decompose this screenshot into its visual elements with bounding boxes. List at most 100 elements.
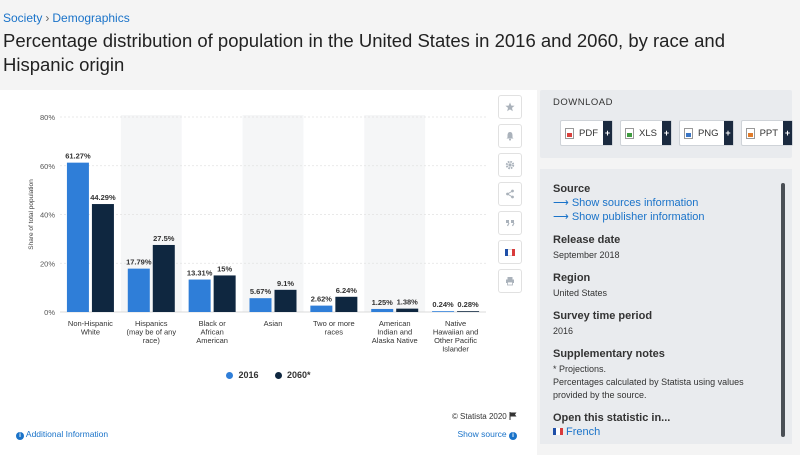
open-in-french-label: French — [566, 426, 601, 438]
data-label: 13.31% — [187, 269, 213, 278]
share-icon — [506, 189, 514, 199]
download-png-button[interactable]: PNG + — [678, 120, 734, 146]
x-tick-label: American — [196, 336, 228, 345]
release-value: September 2018 — [553, 250, 620, 260]
notes-heading: Supplementary notes — [553, 348, 665, 360]
show-source-link[interactable]: Show source i — [457, 429, 517, 440]
data-label: 5.67% — [250, 287, 272, 296]
notification-button[interactable] — [498, 124, 522, 148]
breadcrumb-demographics-link[interactable]: Demographics — [52, 11, 130, 25]
french-flag-icon — [505, 248, 515, 256]
survey-heading: Survey time period — [553, 310, 653, 322]
data-label: 61.27% — [65, 152, 91, 161]
ppt-file-icon — [745, 127, 755, 139]
bar-2060-6 — [457, 311, 480, 312]
data-label: 44.29% — [90, 193, 116, 202]
bell-icon — [506, 132, 514, 141]
cite-button[interactable] — [498, 211, 522, 235]
info-icon: i — [16, 432, 24, 440]
legend-label-2016: 2016 — [238, 370, 259, 380]
x-tick-label: American — [379, 319, 411, 328]
xls-file-icon — [625, 127, 634, 139]
x-tick-label: Hispanics — [135, 319, 168, 328]
download-xls-button[interactable]: XLS + — [620, 120, 672, 146]
x-tick-label: Asian — [264, 319, 283, 328]
download-pdf-label: PDF — [579, 127, 598, 139]
bar-2016-6 — [432, 311, 455, 312]
credit-text: © Statista 2020 — [451, 412, 507, 421]
bar-2060-4 — [335, 296, 358, 312]
region-heading: Region — [553, 272, 591, 284]
breadcrumb-separator: › — [45, 11, 50, 25]
info-icon: i — [509, 432, 517, 440]
y-tick-label: 40% — [40, 211, 55, 220]
source-section: Source ⟶ Show sources information ⟶ Show… — [553, 182, 775, 224]
x-tick-label: (may be of any — [126, 328, 176, 337]
open-in-french-link[interactable]: French — [553, 425, 775, 439]
download-ppt-button[interactable]: PPT + — [740, 120, 794, 146]
download-pdf-button[interactable]: PDF + — [560, 120, 613, 146]
x-tick-label: Islander — [442, 345, 469, 354]
details-content: Source ⟶ Show sources information ⟶ Show… — [553, 182, 775, 444]
x-tick-label: Indian and — [377, 328, 412, 337]
statistic-details-panel: Source ⟶ Show sources information ⟶ Show… — [540, 169, 792, 444]
x-tick-label: Alaska Native — [372, 336, 418, 345]
print-button[interactable] — [498, 269, 522, 293]
download-panel: DOWNLOAD PDF + XLS + PNG + — [540, 90, 794, 158]
star-icon — [505, 102, 515, 112]
legend-item-2060[interactable]: 2060* — [275, 370, 311, 380]
bar-2016-3 — [249, 298, 272, 312]
x-tick-label: races — [325, 328, 344, 337]
data-label: 0.24% — [432, 300, 454, 309]
notes-line-2: Percentages calculated by Statista using… — [553, 377, 744, 400]
share-button[interactable] — [498, 182, 522, 206]
gear-icon — [505, 160, 515, 170]
category-band — [242, 115, 304, 312]
bar-2016-1 — [127, 268, 150, 312]
breadcrumb-society-link[interactable]: Society — [3, 11, 43, 25]
download-ppt-body: PPT — [742, 121, 783, 145]
legend-dot-2060 — [275, 371, 282, 379]
data-label: 0.28% — [457, 300, 479, 309]
x-tick-label: Hawaiian and — [433, 328, 478, 337]
download-xls-plus[interactable]: + — [661, 121, 671, 145]
download-heading: DOWNLOAD — [553, 97, 613, 108]
page-title: Percentage distribution of population in… — [3, 30, 726, 75]
french-flag-icon — [553, 428, 563, 435]
pdf-file-icon — [565, 127, 574, 139]
bar-2060-2 — [213, 275, 236, 312]
french-version-button[interactable] — [498, 240, 522, 264]
settings-button[interactable] — [498, 153, 522, 177]
bar-chart: 0% 20% 40% 60% 80% Share of total population 6… — [28, 113, 486, 354]
legend-item-2016[interactable]: 2016 — [226, 370, 258, 380]
chart-legend: 2016 2060* — [0, 370, 537, 381]
download-pdf-body: PDF — [561, 121, 603, 145]
bar-2016-0 — [66, 162, 89, 312]
survey-value: 2016 — [553, 326, 574, 336]
additional-information-label: Additional Information — [25, 429, 109, 439]
favorite-button[interactable] — [498, 95, 522, 119]
png-file-icon — [683, 127, 693, 139]
bar-2016-4 — [310, 305, 333, 312]
download-buttons: PDF + XLS + PNG + PPT + — [560, 120, 800, 146]
show-sources-link[interactable]: ⟶ Show sources information — [553, 197, 699, 209]
show-source-label: Show source — [457, 429, 507, 439]
download-png-plus[interactable]: + — [723, 121, 733, 145]
notes-section: Supplementary notes * Projections. Perce… — [553, 347, 775, 402]
bar-2060-5 — [396, 308, 419, 312]
bar-2016-2 — [188, 279, 211, 312]
statista-credit[interactable]: © Statista 2020 — [452, 412, 517, 421]
y-tick-label: 20% — [40, 259, 55, 268]
show-publisher-link[interactable]: ⟶ Show publisher information — [553, 211, 705, 223]
additional-information-link[interactable]: i Additional Information — [16, 429, 108, 440]
download-ppt-plus[interactable]: + — [783, 121, 793, 145]
y-axis-label: Share of total population — [28, 179, 35, 250]
data-label: 6.24% — [336, 286, 358, 295]
details-scrollbar[interactable] — [781, 183, 785, 437]
flag-icon — [509, 412, 517, 420]
download-pdf-plus[interactable]: + — [603, 121, 612, 145]
y-tick-label: 80% — [40, 113, 55, 122]
legend-dot-2016 — [226, 371, 234, 379]
bar-2060-3 — [274, 289, 297, 312]
x-tick-label: Non-Hispanic — [68, 319, 113, 328]
